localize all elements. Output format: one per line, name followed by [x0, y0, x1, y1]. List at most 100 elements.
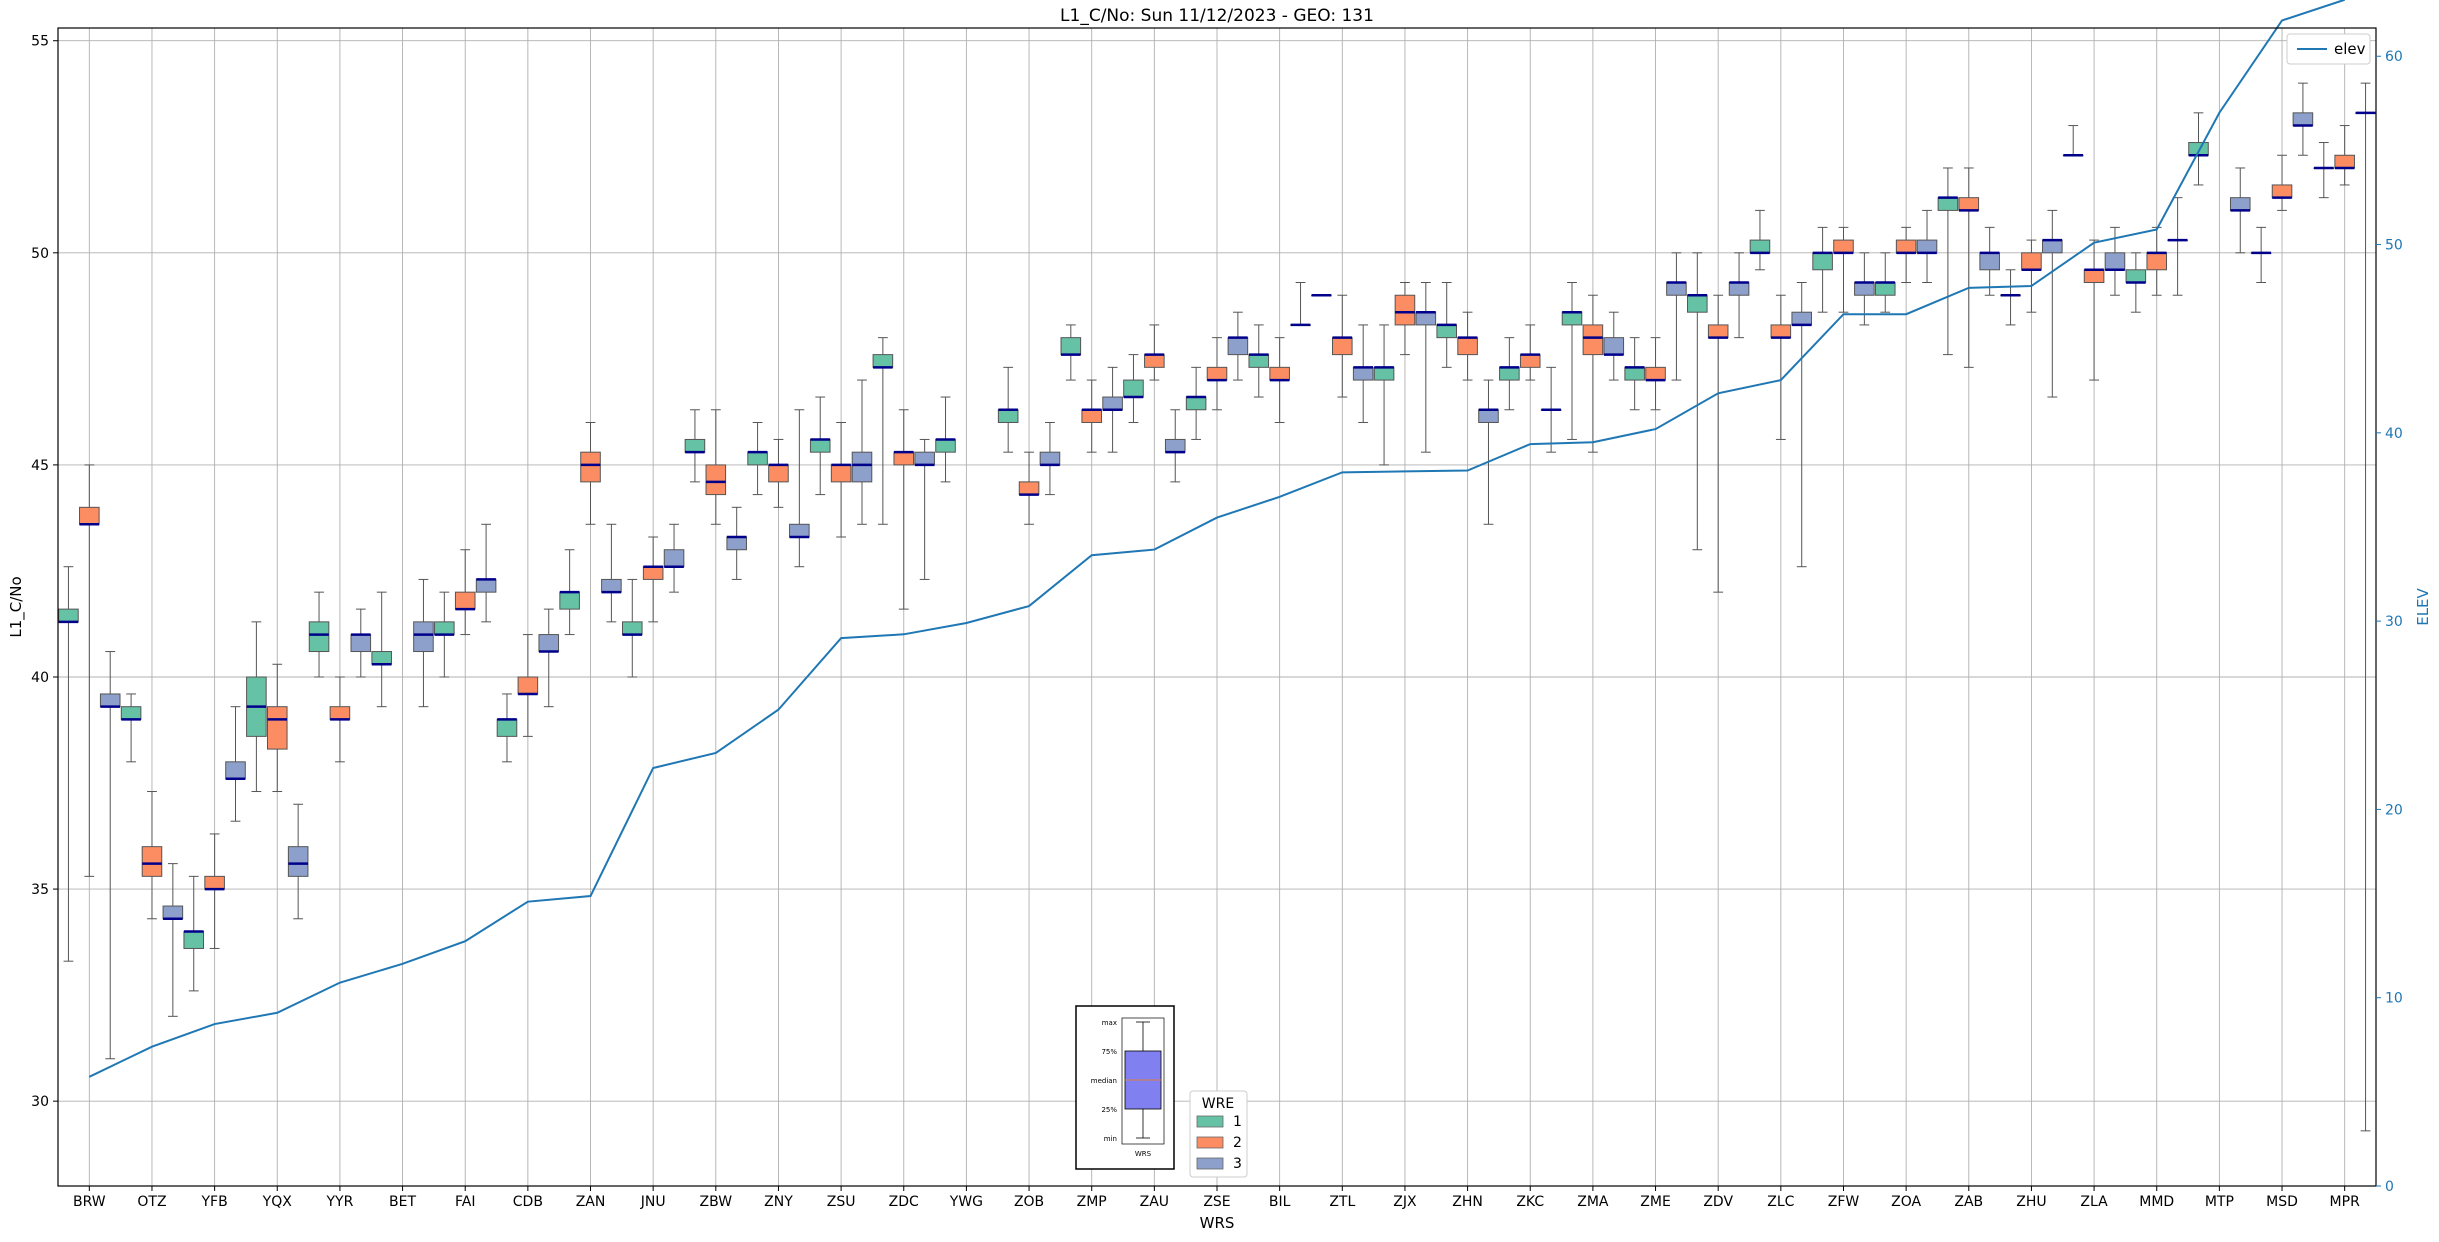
box-wre-3	[1352, 324, 1374, 423]
x-tick-label: JNU	[640, 1194, 666, 1210]
box-iqr	[2334, 154, 2355, 169]
box-wre-2	[1457, 311, 1478, 381]
box-wre-1	[2125, 252, 2147, 313]
box-wre-3	[2229, 167, 2251, 254]
box-iqr	[1227, 337, 1249, 356]
box-wre-3	[1290, 282, 1311, 327]
box-wre-1	[1749, 209, 1771, 271]
box-wre-3	[1979, 226, 2000, 296]
box-iqr	[1352, 366, 1374, 381]
box-iqr	[1791, 311, 1813, 326]
box-wre-2	[2083, 239, 2105, 381]
x-tick-label: ZLC	[1767, 1194, 1794, 1210]
box-iqr	[601, 578, 622, 593]
box-iqr	[1770, 324, 1792, 339]
box-wre-2	[2334, 125, 2355, 186]
box-iqr	[1060, 337, 1082, 356]
y2-tick-label: 10	[2385, 991, 2403, 1007]
x-tick-label: YYR	[325, 1194, 353, 1210]
x-axis-label: WRS	[1200, 1214, 1235, 1232]
box-iqr	[1373, 366, 1395, 381]
elev-legend: elev	[2286, 33, 2371, 65]
box-iqr	[851, 451, 873, 483]
wre-legend: WRE 1 2 3	[1189, 1090, 1248, 1178]
box-wre-1	[2313, 142, 2335, 199]
box-wre-2	[1645, 337, 1666, 411]
x-tick-label: YFB	[201, 1194, 228, 1210]
box-wre-1	[1060, 324, 1082, 381]
x-tick-label: ZHU	[2016, 1194, 2046, 1210]
box-iqr	[538, 634, 560, 653]
box-iqr	[1937, 197, 1959, 211]
box-wre-3	[225, 706, 246, 822]
box-iqr	[830, 464, 852, 483]
box-iqr	[517, 676, 539, 695]
box-iqr	[99, 693, 121, 708]
box-wre-3	[1039, 421, 1061, 496]
box-wre-1	[2000, 269, 2021, 326]
box-wre-2	[2021, 239, 2042, 313]
x-tick-label: YQX	[262, 1194, 293, 1210]
y-tick-label: 30	[31, 1094, 49, 1110]
y2-tick-label: 30	[2385, 614, 2403, 630]
box-iqr	[1478, 409, 1499, 423]
box-iqr	[789, 523, 810, 538]
box-iqr	[2229, 197, 2251, 211]
y2-tick-label: 50	[2385, 238, 2403, 254]
box-wre-2	[141, 791, 163, 920]
box-wre-1	[621, 578, 643, 678]
box-wre-1	[2250, 226, 2272, 284]
grid-layer	[58, 28, 2376, 1186]
box-iqr	[1164, 438, 1186, 453]
y-tick-label: 50	[31, 246, 49, 262]
elev-line	[88, 0, 2345, 1078]
box-iqr	[684, 438, 706, 453]
box-iqr	[2146, 252, 2168, 271]
box-wre-3	[789, 409, 810, 568]
box-wre-2	[79, 464, 100, 877]
box-iqr	[1582, 324, 1604, 356]
box-wre-3	[2355, 82, 2376, 1132]
box-iqr	[204, 875, 225, 890]
box-wre-2	[580, 421, 601, 525]
box-wre-2	[893, 409, 915, 610]
box-iqr	[1645, 366, 1666, 381]
box-wre-3	[1164, 409, 1186, 483]
box-wre-1	[308, 591, 330, 678]
wre-legend-box	[1189, 1090, 1248, 1178]
box-wre-3	[1227, 311, 1249, 381]
x-tick-label: ZOA	[1891, 1194, 1921, 1210]
box-wre-1	[809, 396, 831, 496]
y2-tick-label: 0	[2385, 1179, 2394, 1195]
box-wre-1	[120, 693, 142, 763]
box-wre-1	[58, 566, 79, 962]
inset-label-min: min	[1104, 1135, 1117, 1143]
x-tick-label: ZKC	[1516, 1194, 1544, 1210]
box-wre-3	[538, 608, 560, 708]
box-iqr	[2271, 184, 2293, 199]
box-wre-3	[1854, 252, 1875, 326]
box-wre-3	[1415, 282, 1437, 453]
x-tick-label: OTZ	[137, 1194, 166, 1210]
box-wre-3	[1540, 366, 1562, 453]
box-iqr	[1039, 451, 1061, 466]
y-tick-label: 40	[31, 670, 49, 686]
box-iqr	[2021, 252, 2042, 271]
box-wre-2	[1269, 337, 1290, 423]
box-iqr	[2083, 269, 2105, 284]
box-iqr	[1958, 197, 1980, 211]
box-iqr	[1248, 354, 1270, 368]
box-iqr	[1269, 366, 1290, 381]
x-tick-label: ZFW	[1828, 1194, 1860, 1210]
box-iqr	[559, 591, 580, 610]
box-wre-3	[1728, 252, 1750, 339]
box-wre-3	[99, 651, 121, 1060]
box-wre-1	[1687, 252, 1708, 551]
x-tick-label: MTP	[2205, 1194, 2234, 1210]
box-iqr	[872, 354, 894, 368]
box-iqr	[475, 578, 497, 593]
box-iqr	[120, 706, 142, 720]
box-wre-2	[830, 421, 852, 538]
box-wre-1	[1436, 282, 1458, 368]
box-iqr	[1185, 396, 1207, 411]
